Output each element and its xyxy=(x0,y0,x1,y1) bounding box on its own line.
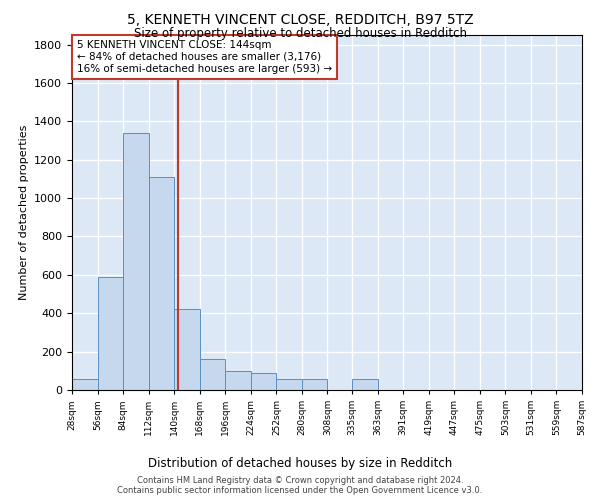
Bar xyxy=(72,380,98,390)
Bar xyxy=(123,133,149,390)
Bar xyxy=(251,372,277,390)
Text: Contains HM Land Registry data © Crown copyright and database right 2024.
Contai: Contains HM Land Registry data © Crown c… xyxy=(118,476,482,495)
Bar xyxy=(277,380,302,390)
Bar xyxy=(352,380,377,390)
Bar xyxy=(200,360,225,390)
Text: 5, KENNETH VINCENT CLOSE, REDDITCH, B97 5TZ: 5, KENNETH VINCENT CLOSE, REDDITCH, B97 … xyxy=(127,12,473,26)
Bar xyxy=(98,277,123,390)
Text: Distribution of detached houses by size in Redditch: Distribution of detached houses by size … xyxy=(148,458,452,470)
Text: 5 KENNETH VINCENT CLOSE: 144sqm
← 84% of detached houses are smaller (3,176)
16%: 5 KENNETH VINCENT CLOSE: 144sqm ← 84% of… xyxy=(77,40,332,74)
Y-axis label: Number of detached properties: Number of detached properties xyxy=(19,125,29,300)
Bar xyxy=(149,177,174,390)
Text: Size of property relative to detached houses in Redditch: Size of property relative to detached ho… xyxy=(133,28,467,40)
Bar xyxy=(225,371,251,390)
Bar xyxy=(302,380,328,390)
Bar xyxy=(174,310,200,390)
